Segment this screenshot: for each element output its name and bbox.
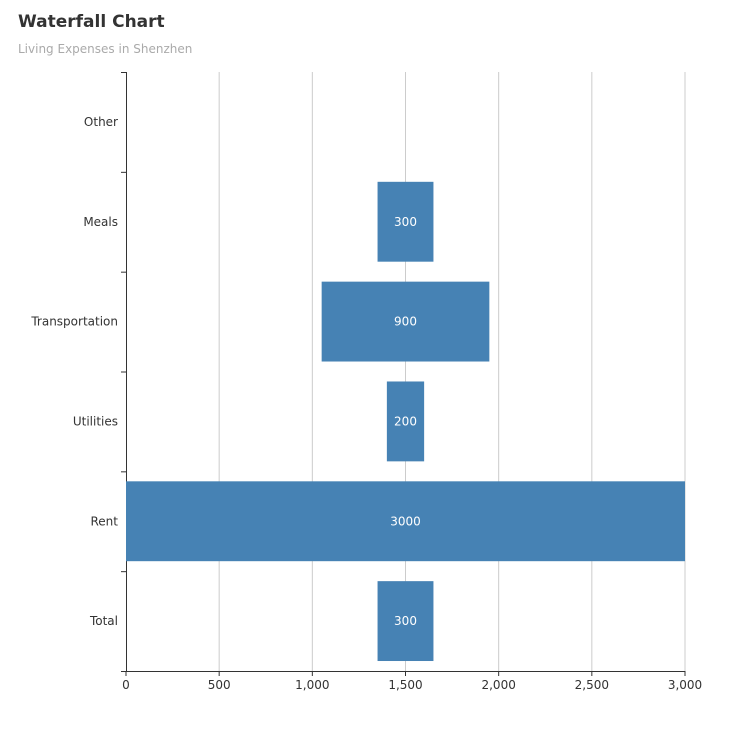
x-tick-label: 2,500 [575, 678, 609, 692]
bar-value-label: 300 [394, 614, 417, 628]
bar-transportation [321, 281, 490, 362]
chart-subtitle: Living Expenses in Shenzhen [18, 42, 193, 56]
grid-lines [218, 72, 686, 671]
bar-rent [126, 481, 685, 562]
category-label: Other [84, 115, 118, 129]
category-label: Transportation [30, 315, 118, 329]
bar-value-label: 300 [394, 215, 417, 229]
x-tick-label: 2,000 [481, 678, 515, 692]
bar-value-label: 3000 [390, 514, 421, 528]
category-label: Meals [83, 215, 118, 229]
bars [126, 181, 685, 662]
x-tick-label: 1,500 [388, 678, 422, 692]
x-tick-label: 500 [208, 678, 231, 692]
category-label: Rent [91, 514, 119, 528]
bar-meals [377, 181, 434, 262]
category-label: Utilities [73, 414, 118, 428]
x-tick-label: 1,000 [295, 678, 329, 692]
x-tick-label: 3,000 [668, 678, 702, 692]
labels: Total Rent Utilities Transportation Meals Oth… [30, 115, 420, 628]
axes: 0 500 1,000 1,500 2,000 2,500 3,000 [121, 72, 702, 692]
x-tick-label: 0 [122, 678, 130, 692]
category-label: Total [89, 614, 118, 628]
bar-value-label: 200 [394, 414, 417, 428]
bar-utilities [386, 381, 425, 462]
chart-title: Waterfall Chart [18, 12, 165, 32]
bar-total [377, 581, 434, 662]
bar-value-label: 900 [394, 315, 417, 329]
